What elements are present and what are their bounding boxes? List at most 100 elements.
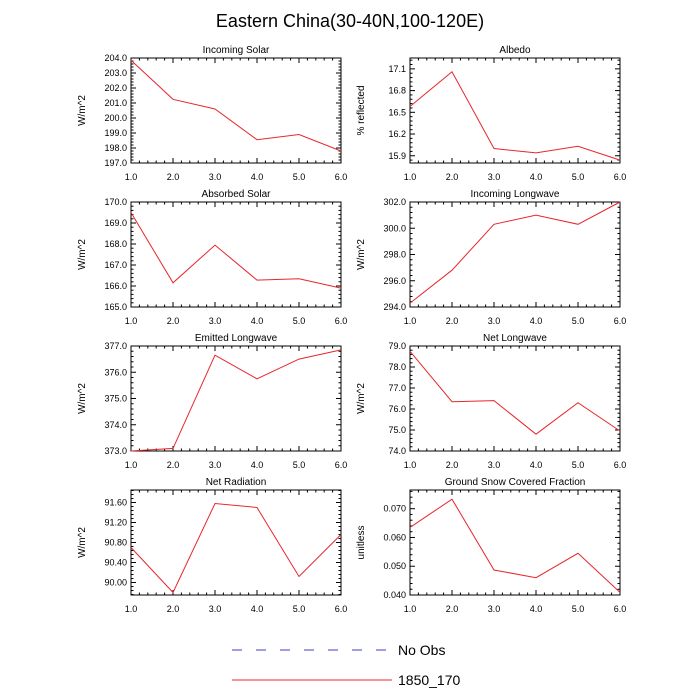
y-axis-label-net-radiation: W/m^2	[77, 527, 88, 558]
x-tick-label-incoming-longwave-0: 1.0	[404, 316, 417, 326]
legend-label-1850-170: 1850_170	[398, 672, 461, 688]
x-tick-label-ground-snow-covered-fraction-3: 4.0	[530, 604, 543, 614]
series-line-albedo-1850-170	[409, 71, 621, 161]
series-line-incoming-solar-1850-170	[130, 59, 342, 152]
y-tick-label-incoming-solar-7: 204.0	[104, 53, 127, 63]
x-tick-label-absorbed-solar-0: 1.0	[125, 316, 138, 326]
panel-ground-snow-covered-fraction: Ground Snow Covered Fraction unitless 1.0 2…	[356, 477, 626, 614]
y-tick-label-emitted-longwave-4: 377.0	[104, 341, 127, 351]
x-tick-label-ground-snow-covered-fraction-1: 2.0	[446, 604, 459, 614]
y-tick-label-ground-snow-covered-fraction-3: 0.070	[383, 504, 406, 514]
y-tick-label-absorbed-solar-0: 165.0	[104, 302, 127, 312]
panel-incoming-solar: Incoming Solar W/m^2 1.0 2.0 3.0 4.0 5.0 6.0 197…	[77, 45, 347, 182]
y-tick-label-incoming-longwave-4: 302.0	[383, 197, 406, 207]
y-axis-label-ground-snow-covered-fraction: unitless	[356, 526, 367, 560]
x-tick-label-net-longwave-0: 1.0	[404, 460, 417, 470]
y-tick-label-incoming-longwave-0: 294.0	[383, 302, 406, 312]
plot-frame-net-longwave	[409, 345, 621, 452]
y-axis-label-net-longwave: W/m^2	[356, 383, 367, 414]
y-axis-label-incoming-longwave: W/m^2	[356, 239, 367, 270]
y-tick-label-ground-snow-covered-fraction-0: 0.040	[383, 590, 406, 600]
y-tick-label-emitted-longwave-1: 374.0	[104, 420, 127, 430]
y-tick-label-net-longwave-0: 74.0	[388, 446, 406, 456]
legend-label-no-obs: No Obs	[398, 642, 445, 658]
panel-albedo: Albedo % reflected 1.0 2.0 3.0 4.0 5.0 6.0 15.9 1…	[356, 45, 626, 182]
x-tick-label-absorbed-solar-4: 5.0	[293, 316, 306, 326]
y-tick-label-net-radiation-1: 90.40	[104, 558, 127, 568]
panel-incoming-longwave: Incoming Longwave W/m^2 1.0 2.0 3.0 4.0 5.0 6.0…	[356, 189, 626, 326]
panel-title-incoming-solar: Incoming Solar	[203, 45, 270, 56]
y-tick-label-net-longwave-4: 78.0	[388, 362, 406, 372]
x-tick-label-net-radiation-1: 2.0	[167, 604, 180, 614]
series-line-ground-snow-covered-fraction-1850-170	[409, 498, 621, 593]
x-tick-label-incoming-solar-2: 3.0	[209, 172, 222, 182]
x-tick-label-net-longwave-1: 2.0	[446, 460, 459, 470]
y-tick-label-incoming-longwave-3: 300.0	[383, 223, 406, 233]
y-tick-label-net-radiation-2: 90.80	[104, 538, 127, 548]
x-tick-label-incoming-solar-3: 4.0	[251, 172, 264, 182]
y-axis-label-incoming-solar: W/m^2	[77, 95, 88, 126]
y-tick-label-net-radiation-3: 91.20	[104, 518, 127, 528]
x-tick-label-incoming-solar-1: 2.0	[167, 172, 180, 182]
y-tick-label-incoming-solar-5: 202.0	[104, 83, 127, 93]
x-tick-label-incoming-longwave-2: 3.0	[488, 316, 501, 326]
y-tick-label-incoming-solar-2: 199.0	[104, 128, 127, 138]
panel-title-ground-snow-covered-fraction: Ground Snow Covered Fraction	[445, 477, 586, 488]
x-tick-label-net-longwave-2: 3.0	[488, 460, 501, 470]
y-tick-label-net-longwave-3: 77.0	[388, 383, 406, 393]
x-tick-label-net-radiation-2: 3.0	[209, 604, 222, 614]
y-tick-label-absorbed-solar-1: 166.0	[104, 281, 127, 291]
y-tick-label-incoming-solar-1: 198.0	[104, 143, 127, 153]
y-tick-label-incoming-solar-3: 200.0	[104, 113, 127, 123]
series-line-net-longwave-1850-170	[409, 350, 621, 435]
panel-title-net-longwave: Net Longwave	[483, 333, 547, 344]
series-line-net-radiation-1850-170	[130, 502, 342, 594]
x-tick-label-net-radiation-0: 1.0	[125, 604, 138, 614]
x-tick-label-ground-snow-covered-fraction-0: 1.0	[404, 604, 417, 614]
y-tick-label-incoming-solar-4: 201.0	[104, 98, 127, 108]
x-tick-label-emitted-longwave-0: 1.0	[125, 460, 138, 470]
x-tick-label-albedo-0: 1.0	[404, 172, 417, 182]
x-tick-label-albedo-5: 6.0	[614, 172, 627, 182]
y-tick-label-incoming-solar-0: 197.0	[104, 158, 127, 168]
panel-net-longwave: Net Longwave W/m^2 1.0 2.0 3.0 4.0 5.0 6.0 74.0 7…	[356, 333, 626, 470]
y-tick-label-net-longwave-1: 75.0	[388, 425, 406, 435]
plot-frame-incoming-solar	[130, 57, 342, 164]
y-tick-label-absorbed-solar-5: 170.0	[104, 197, 127, 207]
x-tick-label-incoming-longwave-5: 6.0	[614, 316, 627, 326]
y-axis-label-emitted-longwave: W/m^2	[77, 383, 88, 414]
plot-frame-incoming-longwave	[409, 201, 621, 308]
x-tick-label-emitted-longwave-3: 4.0	[251, 460, 264, 470]
x-tick-label-net-radiation-3: 4.0	[251, 604, 264, 614]
x-tick-label-absorbed-solar-1: 2.0	[167, 316, 180, 326]
panels-group: Incoming Solar W/m^2 1.0 2.0 3.0 4.0 5.0 6.0 197…	[77, 45, 626, 614]
x-tick-label-emitted-longwave-5: 6.0	[335, 460, 348, 470]
x-tick-label-albedo-2: 3.0	[488, 172, 501, 182]
x-tick-label-ground-snow-covered-fraction-2: 3.0	[488, 604, 501, 614]
x-tick-label-incoming-solar-0: 1.0	[125, 172, 138, 182]
y-tick-label-incoming-longwave-2: 298.0	[383, 250, 406, 260]
panel-title-net-radiation: Net Radiation	[206, 477, 267, 488]
legend: No Obs 1850_170	[232, 642, 461, 688]
panel-title-emitted-longwave: Emitted Longwave	[195, 333, 278, 344]
panel-emitted-longwave: Emitted Longwave W/m^2 1.0 2.0 3.0 4.0 5.0 6.0 3…	[77, 333, 347, 470]
x-tick-label-incoming-solar-4: 5.0	[293, 172, 306, 182]
x-tick-label-incoming-longwave-1: 2.0	[446, 316, 459, 326]
x-tick-label-absorbed-solar-5: 6.0	[335, 316, 348, 326]
x-tick-label-ground-snow-covered-fraction-4: 5.0	[572, 604, 585, 614]
series-line-incoming-longwave-1850-170	[409, 201, 621, 304]
y-tick-label-albedo-1: 16.2	[388, 129, 406, 139]
plot-frame-albedo	[409, 57, 621, 164]
y-tick-label-absorbed-solar-2: 167.0	[104, 260, 127, 270]
plot-frame-emitted-longwave	[130, 345, 342, 452]
x-tick-label-emitted-longwave-4: 5.0	[293, 460, 306, 470]
series-line-emitted-longwave-1850-170	[130, 349, 342, 452]
series-line-absorbed-solar-1850-170	[130, 212, 342, 289]
y-tick-label-absorbed-solar-3: 168.0	[104, 239, 127, 249]
y-tick-label-absorbed-solar-4: 169.0	[104, 218, 127, 228]
y-tick-label-emitted-longwave-0: 373.0	[104, 446, 127, 456]
panel-title-incoming-longwave: Incoming Longwave	[471, 189, 560, 200]
x-tick-label-net-longwave-4: 5.0	[572, 460, 585, 470]
x-tick-label-albedo-1: 2.0	[446, 172, 459, 182]
